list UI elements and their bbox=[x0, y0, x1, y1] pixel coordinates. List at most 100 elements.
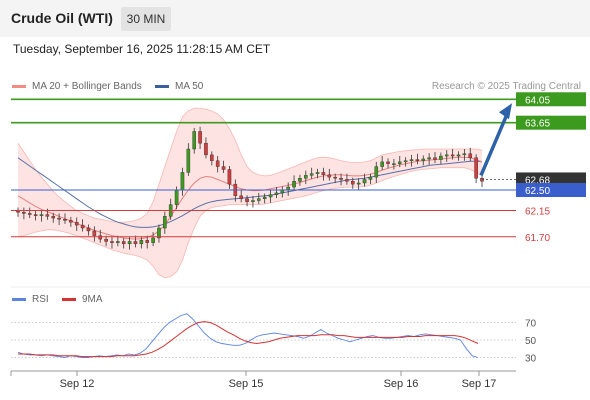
legend-label-ma20: MA 20 + Bollinger Bands bbox=[32, 81, 142, 92]
candle-body bbox=[45, 214, 50, 217]
forecast-arrow-head bbox=[499, 103, 512, 120]
candle-body bbox=[121, 241, 126, 245]
candle-body bbox=[227, 169, 232, 185]
candle-body bbox=[356, 182, 361, 185]
candle-body bbox=[321, 172, 326, 175]
candle-body bbox=[63, 219, 67, 221]
candle-body bbox=[215, 160, 220, 167]
level-label-pivot-top: 62.50 bbox=[525, 186, 550, 197]
legend-rsi: RSI bbox=[12, 294, 49, 305]
candle-body bbox=[403, 160, 408, 163]
candle-body bbox=[456, 154, 461, 157]
candle-body bbox=[362, 179, 367, 184]
candle-body bbox=[110, 241, 114, 243]
candle-body bbox=[186, 148, 191, 173]
candle-body bbox=[450, 154, 455, 157]
candle-body bbox=[104, 238, 108, 242]
candle-body bbox=[145, 240, 150, 243]
candle-body bbox=[439, 155, 443, 160]
candle-body bbox=[397, 161, 402, 164]
timeframe-button[interactable]: 30 MIN bbox=[121, 7, 171, 31]
bollinger-band bbox=[18, 108, 482, 278]
last-price-tag bbox=[516, 172, 586, 187]
candle-body bbox=[309, 173, 314, 176]
candle-body bbox=[292, 181, 296, 188]
candle-body bbox=[245, 198, 249, 202]
candle-body bbox=[39, 214, 44, 216]
last-price-label: 62.68 bbox=[525, 175, 550, 186]
legend-swatch-9ma bbox=[62, 297, 76, 301]
level-tag-resistance bbox=[516, 115, 586, 130]
candle-body bbox=[339, 178, 343, 180]
header-bar: Crude Oil (WTI) 30 MIN bbox=[0, 0, 590, 37]
x-tick-label: Sep 15 bbox=[229, 378, 264, 390]
rsi-tick-label: 70 bbox=[525, 319, 537, 330]
candle-body bbox=[51, 216, 56, 219]
rsi-line bbox=[17, 313, 479, 358]
candle-body bbox=[74, 221, 79, 226]
legend-label-9ma: 9MA bbox=[82, 294, 103, 305]
candle-body bbox=[386, 161, 390, 164]
candle-body bbox=[257, 198, 261, 201]
candle-body bbox=[409, 159, 414, 161]
candle-body bbox=[163, 216, 167, 229]
candle-body bbox=[327, 174, 332, 178]
candle-body bbox=[198, 131, 202, 144]
candle-body bbox=[33, 214, 38, 216]
candle-body bbox=[98, 235, 103, 240]
candle-body bbox=[374, 166, 379, 178]
candle-body bbox=[315, 172, 320, 174]
candle-body bbox=[268, 194, 273, 198]
legend-ma50: MA 50 bbox=[155, 81, 203, 92]
legend-9ma: 9MA bbox=[62, 294, 103, 305]
level-tag-pivot-top bbox=[516, 182, 586, 197]
candle-body bbox=[303, 175, 308, 179]
candle-body bbox=[274, 192, 279, 195]
candle-body bbox=[57, 217, 61, 220]
candle-body bbox=[444, 154, 449, 157]
copyright-text: Research © 2025 Trading Central bbox=[431, 81, 581, 92]
forecast-arrow-shaft bbox=[479, 113, 509, 177]
candle-body bbox=[298, 178, 302, 182]
candle-body bbox=[262, 196, 267, 199]
level-label-resistance: 64.05 bbox=[525, 95, 550, 106]
candle-body bbox=[468, 153, 473, 158]
candle-body bbox=[462, 153, 467, 156]
candle-body bbox=[22, 212, 26, 214]
rsi-tick-label: 30 bbox=[525, 354, 537, 365]
candle-body bbox=[157, 227, 161, 239]
candle-body bbox=[133, 241, 138, 245]
candle-body bbox=[180, 172, 185, 191]
x-tick-label: Sep 12 bbox=[60, 378, 95, 390]
level-tag-resistance bbox=[516, 92, 586, 107]
legend-swatch-rsi bbox=[12, 297, 26, 301]
candle-body bbox=[116, 241, 120, 243]
ma50-line bbox=[17, 157, 483, 228]
legend-label-ma50: MA 50 bbox=[175, 81, 204, 92]
rsi-9ma-line bbox=[18, 321, 479, 358]
candle-body bbox=[127, 241, 132, 245]
candle-body bbox=[239, 195, 243, 199]
candle-body bbox=[86, 227, 91, 232]
candle-body bbox=[27, 213, 32, 215]
legend-swatch-ma50 bbox=[155, 84, 169, 88]
legend-ma20-bollinger: MA 20 + Bollinger Bands bbox=[12, 81, 142, 92]
candle-body bbox=[433, 157, 437, 160]
candle-body bbox=[151, 237, 155, 243]
timestamp: Tuesday, September 16, 2025 11:28:15 AM … bbox=[13, 42, 271, 56]
candle-body bbox=[16, 210, 20, 213]
candle-body bbox=[415, 159, 420, 161]
candle-body bbox=[221, 166, 226, 170]
bollinger-upper-line bbox=[17, 107, 483, 223]
x-tick-label: Sep 17 bbox=[462, 378, 497, 390]
candle-body bbox=[368, 176, 373, 180]
candle-body bbox=[139, 240, 144, 245]
candle-body bbox=[251, 200, 255, 202]
level-label-support: 61.70 bbox=[525, 233, 550, 244]
legend-swatch-ma20 bbox=[12, 84, 26, 88]
candle-body bbox=[380, 161, 384, 167]
candle-body bbox=[80, 224, 85, 229]
x-tick-label: Sep 16 bbox=[384, 378, 419, 390]
